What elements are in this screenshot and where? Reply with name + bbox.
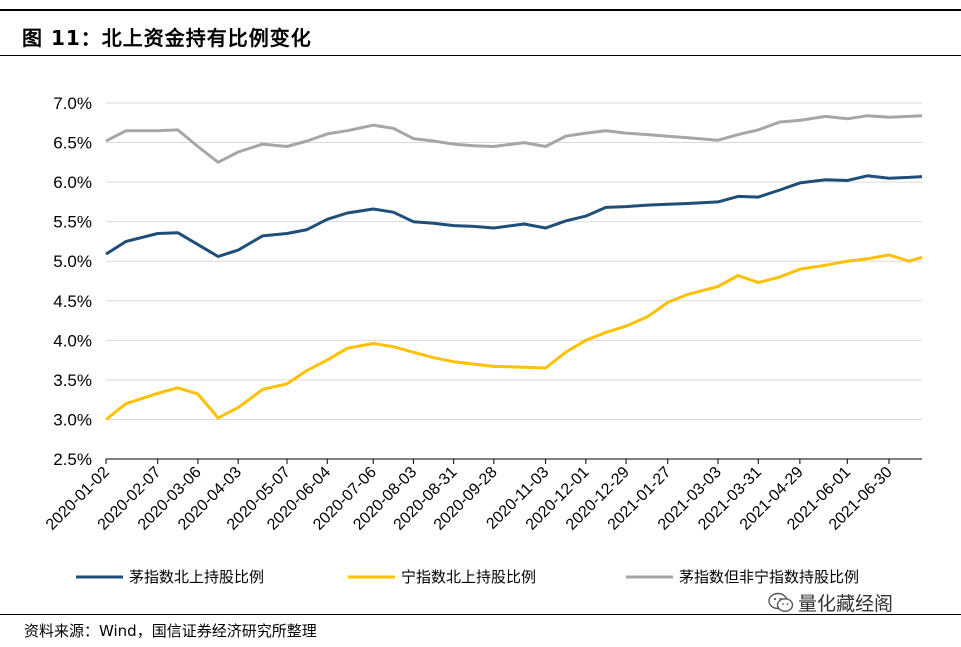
x-axis: 2020-01-022020-02-072020-03-062020-04-03…: [43, 458, 922, 534]
legend-label: 茅指数但非宁指数持股比例: [679, 568, 859, 586]
watermark-text: 量化藏经阁: [798, 593, 894, 615]
title-bar: 图 11：北上资金持有比例变化: [0, 0, 961, 58]
series-line-2: [105, 253, 923, 421]
series-line-3: [105, 114, 923, 164]
legend: 茅指数北上持股比例 宁指数北上持股比例 茅指数但非宁指数持股比例: [76, 568, 859, 586]
title-top-rule: [0, 9, 961, 11]
series-line-1: [105, 174, 923, 258]
y-axis-tick-labels: 2.5% 3.0% 3.5% 4.0% 4.5% 5.0% 5.5% 6.0% 6.5% 7.0%: [53, 94, 92, 469]
title-bottom-rule: [0, 55, 961, 56]
figure-title: 图 11：北上资金持有比例变化: [22, 26, 312, 50]
y-tick-label: 3.0%: [53, 410, 92, 429]
y-tick-label: 6.5%: [53, 134, 92, 153]
line-chart: 2.5% 3.0% 3.5% 4.0% 4.5% 5.0% 5.5% 6.0% 6.5% 7.0%…: [43, 94, 923, 586]
watermark: 量化藏经阁: [768, 589, 893, 616]
y-tick-label: 4.5%: [53, 292, 92, 311]
series-lines: [105, 114, 923, 421]
legend-label: 宁指数北上持股比例: [401, 568, 536, 586]
source-note: 资料来源：Wind，国信证券经济研究所整理: [24, 622, 317, 640]
wechat-icon: [768, 592, 794, 612]
y-tick-label: 6.0%: [53, 173, 92, 192]
y-tick-label: 7.0%: [53, 94, 92, 113]
footer-rule: [0, 614, 961, 615]
legend-label: 茅指数北上持股比例: [129, 568, 264, 586]
y-tick-label: 2.5%: [53, 450, 92, 469]
y-tick-label: 5.5%: [53, 213, 92, 232]
y-tick-label: 5.0%: [53, 252, 92, 271]
y-tick-label: 3.5%: [53, 371, 92, 390]
y-tick-label: 4.0%: [53, 331, 92, 350]
